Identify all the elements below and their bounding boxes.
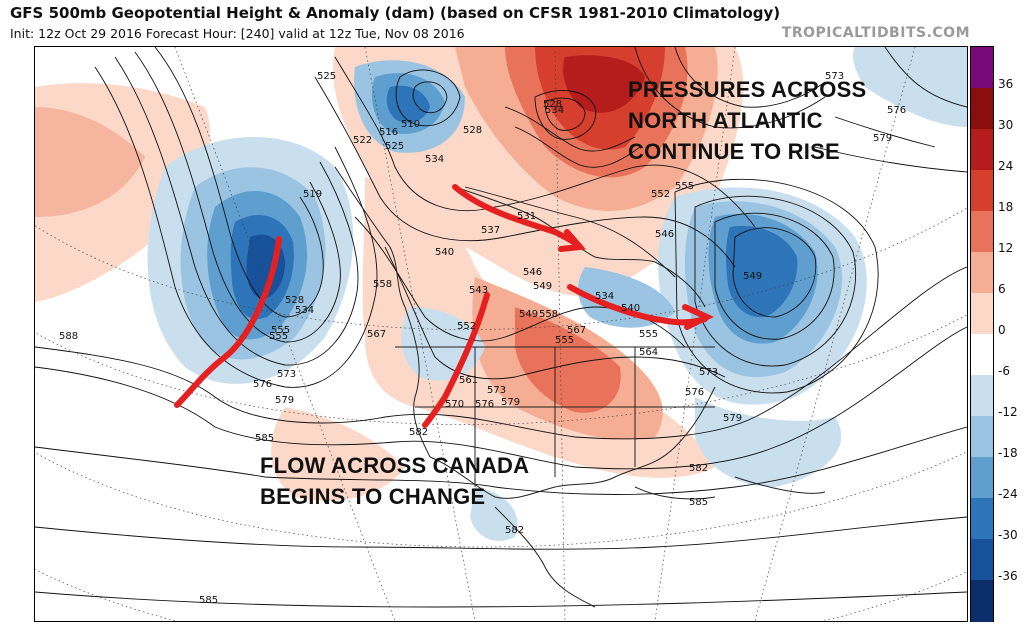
contour-label: 558: [373, 279, 392, 290]
contour-labels: 525 516 510 522 525 528 534 519 531 537 …: [59, 71, 906, 606]
contour-label: 573: [825, 71, 844, 82]
contour-label: 567: [567, 325, 586, 336]
contour-label: 582: [409, 427, 428, 438]
colorbar-segment: [971, 252, 993, 294]
contour-label: 549: [519, 309, 538, 320]
contour-label: 573: [487, 385, 506, 396]
contour-label: 588: [59, 331, 78, 342]
contour-label: 555: [675, 181, 694, 192]
contour-label: 585: [199, 595, 218, 606]
contour-label: 579: [501, 397, 520, 408]
contour-label: 576: [475, 399, 494, 410]
colorbar-segment: [971, 170, 993, 212]
contour-label: 573: [699, 367, 718, 378]
canada-flow-annotation: FLOW ACROSS CANADA BEGINS TO CHANGE: [260, 453, 530, 509]
colorbar-tick-label: 30: [998, 118, 1014, 132]
height-contours: [35, 47, 967, 608]
contour-label: 534: [545, 105, 564, 116]
contour-label: 555: [555, 335, 574, 346]
colorbar-tick-label: -36: [998, 569, 1018, 583]
colorbar-segment: [971, 334, 993, 376]
contour-label: 558: [539, 309, 558, 320]
colorbar-segment: [971, 129, 993, 171]
colorbar-segment: [971, 293, 993, 335]
contour-label: 585: [689, 497, 708, 508]
contour-label: 549: [743, 271, 762, 282]
north-atlantic-annotation: PRESSURES ACROSS NORTH ATLANTIC CONTINUE…: [628, 77, 867, 164]
colorbar-tick-label: 36: [998, 77, 1014, 91]
contour-label: 540: [621, 303, 640, 314]
contour-label: 579: [275, 395, 294, 406]
contour-label: 555: [271, 325, 290, 336]
contour-label: 534: [595, 291, 614, 302]
colorbar-tick-label: 12: [998, 241, 1014, 255]
contour-label: 528: [285, 295, 304, 306]
colorbar-tick-label: -24: [998, 487, 1018, 501]
forecast-info: Init: 12z Oct 29 2016 Forecast Hour: [24…: [10, 26, 465, 41]
colorbar-tick-label: 18: [998, 200, 1014, 214]
contour-label: 579: [873, 133, 892, 144]
contour-label: 582: [505, 525, 524, 536]
contour-label: 561: [459, 375, 478, 386]
contour-label: 537: [481, 225, 500, 236]
colorbar-segment: [971, 47, 993, 89]
lat-lon-grid: [35, 47, 967, 621]
colorbar-segment: [971, 498, 993, 540]
contour-label: 567: [367, 329, 386, 340]
map-title: GFS 500mb Geopotential Height & Anomaly …: [10, 4, 781, 22]
contour-label: 528: [463, 125, 482, 136]
coastlines: [334, 166, 826, 608]
contour-label: 525: [317, 71, 336, 82]
colorbar-segment: [971, 416, 993, 458]
contour-label: 531: [517, 211, 536, 222]
anomaly-colorbar: [970, 46, 994, 622]
contour-label: 522: [353, 135, 372, 146]
weather-map: 525 516 510 522 525 528 534 519 531 537 …: [34, 46, 968, 622]
contour-label: 585: [255, 433, 274, 444]
colorbar-segment: [971, 88, 993, 130]
map-header: GFS 500mb Geopotential Height & Anomaly …: [0, 0, 1024, 44]
contour-label: 576: [887, 105, 906, 116]
contour-label: 570: [445, 399, 464, 410]
contour-label: 525: [385, 141, 404, 152]
colorbar-segment: [971, 375, 993, 417]
colorbar-tick-label: -6: [998, 364, 1010, 378]
contour-label: 555: [639, 329, 658, 340]
contour-label: 576: [253, 379, 272, 390]
contour-label: 573: [277, 369, 296, 380]
colorbar-tick-label: -30: [998, 528, 1018, 542]
contour-label: 552: [651, 189, 670, 200]
contour-label: 519: [303, 189, 322, 200]
contour-label: 546: [523, 267, 542, 278]
contour-label: 510: [401, 119, 420, 130]
contour-label: 564: [639, 347, 658, 358]
positive-anomaly-shading: [35, 47, 744, 501]
map-canvas: 525 516 510 522 525 528 534 519 531 537 …: [35, 47, 967, 621]
colorbar-segment: [971, 539, 993, 581]
contour-label: 540: [435, 247, 454, 258]
contour-label: 582: [689, 463, 708, 474]
contour-label: 555: [269, 331, 288, 342]
colorbar-segment: [971, 457, 993, 499]
colorbar-tick-label: 24: [998, 159, 1014, 173]
colorbar-segment: [971, 211, 993, 253]
contour-label: 528: [543, 99, 562, 110]
contour-label: 534: [295, 305, 314, 316]
colorbar-tick-label: 0: [998, 323, 1006, 337]
source-watermark[interactable]: TROPICALTIDBITS.COM: [781, 25, 970, 41]
contour-label: 543: [469, 285, 488, 296]
colorbar-tick-label: -12: [998, 405, 1018, 419]
contour-label: 549: [533, 281, 552, 292]
colorbar-segment: [971, 580, 993, 622]
colorbar-tick-label: -18: [998, 446, 1018, 460]
colorbar-tick-label: 6: [998, 282, 1006, 296]
contour-label: 579: [723, 413, 742, 424]
contour-label: 546: [655, 229, 674, 240]
contour-label: 534: [425, 154, 444, 165]
contour-label: 576: [685, 387, 704, 398]
contour-label: 552: [457, 321, 476, 332]
annotation-arrows: [174, 184, 714, 428]
contour-label: 516: [379, 127, 398, 138]
negative-anomaly-shading: [147, 47, 967, 541]
